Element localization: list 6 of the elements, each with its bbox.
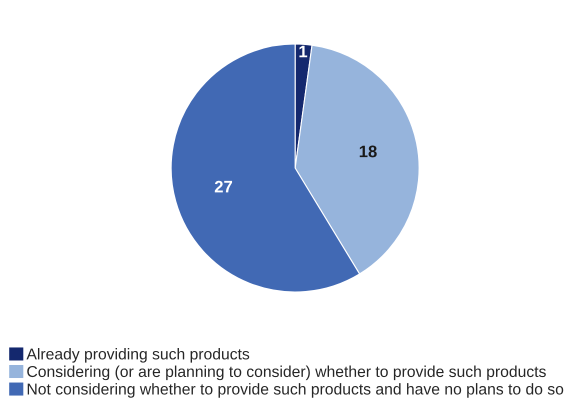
legend-label: Not considering whether to provide such products and have no plans to do so (28, 383, 564, 398)
data-label: 1 (299, 46, 308, 58)
data-label: 18 (360, 146, 377, 158)
data-label: 27 (214, 180, 232, 192)
legend-label: Already providing such products (26, 348, 250, 363)
legend-label: Considering (or are planning to consider) whether to provide such products (27, 366, 546, 380)
